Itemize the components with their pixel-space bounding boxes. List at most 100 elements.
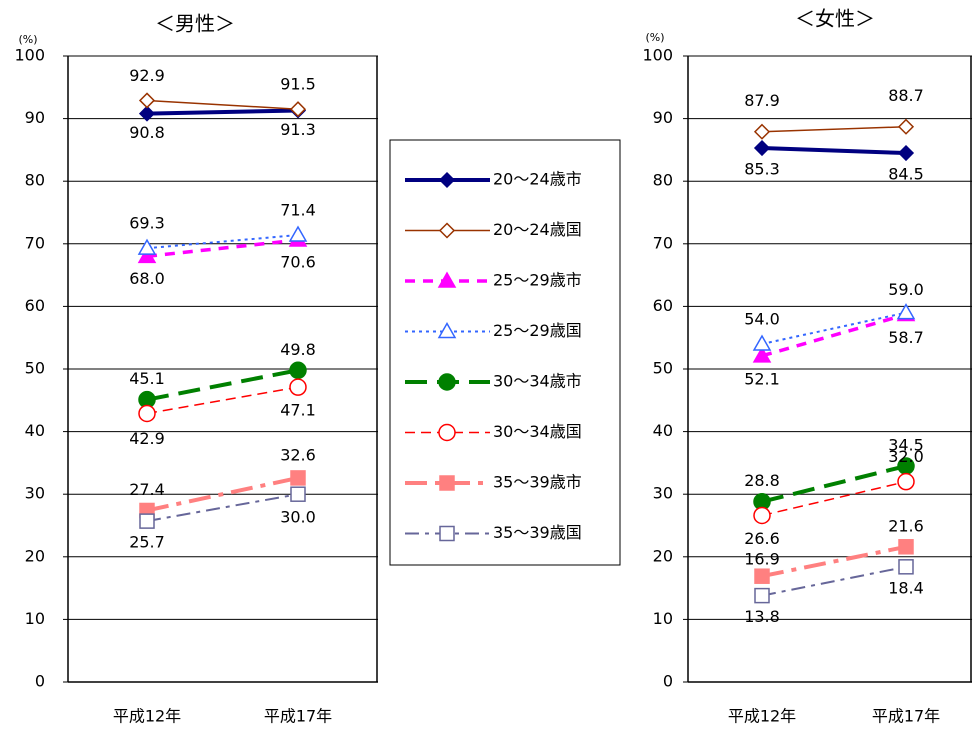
marker bbox=[138, 105, 156, 122]
y-tick-label: 30 bbox=[25, 484, 45, 503]
marker bbox=[438, 171, 456, 189]
x-tick-label: 平成17年 bbox=[264, 707, 332, 726]
series-line bbox=[146, 368, 299, 402]
series-line bbox=[146, 99, 299, 110]
data-label: 87.9 bbox=[744, 91, 780, 110]
y-tick-label: 100 bbox=[642, 46, 673, 65]
y-tick-label: 50 bbox=[653, 359, 673, 378]
y-tick-label: 20 bbox=[25, 546, 45, 565]
y-tick-label: 40 bbox=[653, 421, 673, 440]
y-tick-label: 90 bbox=[653, 108, 673, 127]
data-label: 21.6 bbox=[888, 516, 924, 535]
data-label: 45.1 bbox=[129, 369, 165, 388]
y-tick-label: 20 bbox=[653, 546, 673, 565]
y-tick-label: 80 bbox=[25, 171, 45, 190]
data-label: 54.0 bbox=[744, 309, 780, 328]
marker bbox=[437, 321, 457, 339]
series-line bbox=[761, 146, 907, 156]
x-tick-label: 平成17年 bbox=[872, 707, 940, 726]
marker bbox=[896, 303, 916, 320]
data-label: 71.4 bbox=[280, 201, 316, 220]
y-axis-unit: (%) bbox=[645, 31, 664, 44]
data-label: 25.7 bbox=[129, 533, 165, 552]
series-line bbox=[146, 238, 299, 259]
data-label: 32.0 bbox=[888, 447, 924, 466]
y-tick-label: 60 bbox=[25, 296, 45, 315]
data-label: 27.4 bbox=[129, 480, 165, 499]
y-tick-label: 70 bbox=[25, 233, 45, 252]
x-tick-label: 平成12年 bbox=[113, 707, 181, 726]
data-label: 85.3 bbox=[744, 160, 780, 179]
data-label: 84.5 bbox=[888, 165, 924, 184]
series-line bbox=[761, 464, 907, 504]
marker bbox=[437, 271, 457, 288]
series-line bbox=[146, 493, 299, 523]
marker bbox=[754, 587, 770, 604]
legend-label: 30～34歳市 bbox=[493, 372, 582, 391]
y-axis-unit: (%) bbox=[18, 33, 37, 46]
series-line bbox=[761, 544, 907, 579]
data-label: 47.1 bbox=[280, 401, 316, 420]
series-line bbox=[146, 475, 299, 513]
marker bbox=[753, 506, 771, 525]
y-tick-label: 90 bbox=[25, 108, 45, 127]
series-line bbox=[146, 234, 299, 250]
marker bbox=[138, 92, 156, 109]
marker bbox=[753, 123, 771, 140]
marker bbox=[897, 144, 915, 162]
series-line bbox=[146, 108, 299, 116]
marker bbox=[753, 139, 771, 157]
marker bbox=[137, 238, 157, 255]
series-line bbox=[761, 480, 907, 517]
legend-label: 25～29歳国 bbox=[493, 321, 582, 340]
marker bbox=[752, 346, 772, 363]
marker bbox=[290, 486, 306, 502]
marker bbox=[139, 513, 155, 529]
legend-label: 30～34歳国 bbox=[493, 422, 582, 441]
x-tick-label: 平成12年 bbox=[728, 707, 796, 726]
chart-title: ＜女性＞ bbox=[795, 7, 875, 31]
y-tick-label: 70 bbox=[653, 233, 673, 252]
y-tick-label: 100 bbox=[14, 46, 45, 65]
legend-label: 35～39歳国 bbox=[493, 523, 582, 542]
data-label: 91.5 bbox=[280, 75, 316, 94]
data-label: 91.3 bbox=[280, 120, 316, 139]
marker bbox=[438, 373, 456, 391]
marker bbox=[752, 334, 772, 351]
legend-label: 20～24歳市 bbox=[493, 170, 582, 189]
data-label: 30.0 bbox=[280, 508, 316, 527]
series-line bbox=[761, 312, 907, 358]
marker bbox=[288, 225, 308, 242]
y-tick-label: 50 bbox=[25, 359, 45, 378]
legend-label: 35～39歳市 bbox=[493, 473, 582, 492]
data-label: 92.9 bbox=[129, 66, 165, 85]
y-tick-label: 0 bbox=[663, 672, 673, 691]
data-label: 90.8 bbox=[129, 123, 165, 142]
y-tick-label: 10 bbox=[653, 609, 673, 628]
data-label: 26.6 bbox=[744, 529, 780, 548]
data-label: 13.8 bbox=[744, 607, 780, 626]
data-label: 42.9 bbox=[129, 429, 165, 448]
data-label: 32.6 bbox=[280, 445, 316, 464]
legend-box bbox=[389, 139, 621, 566]
data-label: 18.4 bbox=[888, 578, 924, 597]
data-label: 69.3 bbox=[129, 214, 165, 233]
chart-title: ＜男性＞ bbox=[155, 12, 235, 36]
marker bbox=[439, 525, 455, 542]
y-tick-label: 0 bbox=[35, 672, 45, 691]
y-tick-label: 40 bbox=[25, 421, 45, 440]
y-tick-label: 30 bbox=[653, 484, 673, 503]
series-line bbox=[761, 565, 907, 597]
marker bbox=[897, 118, 915, 135]
marker bbox=[138, 404, 156, 423]
marker bbox=[438, 423, 456, 442]
data-label: 70.6 bbox=[280, 253, 316, 272]
data-label: 34.5 bbox=[888, 436, 924, 455]
marker bbox=[439, 475, 455, 491]
marker bbox=[289, 378, 307, 396]
marker bbox=[289, 361, 307, 380]
marker bbox=[754, 568, 770, 584]
data-label: 58.7 bbox=[888, 328, 924, 347]
data-label: 68.0 bbox=[129, 269, 165, 288]
legend-label: 25～29歳市 bbox=[493, 271, 582, 290]
